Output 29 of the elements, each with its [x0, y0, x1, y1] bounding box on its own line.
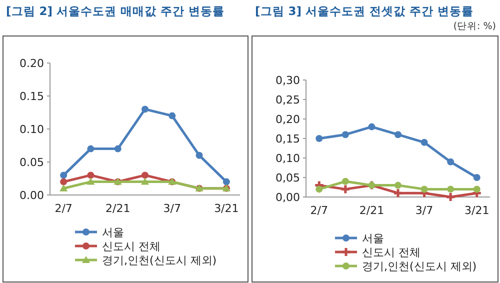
x-tick-label: 2/21	[106, 202, 130, 215]
chart-title: [그림 2] 서울수도권 매매값 주간 변동률	[6, 4, 225, 18]
y-tick-label: 0,15	[276, 132, 300, 146]
legend-label: 신도시 전체	[102, 240, 160, 253]
x-tick-label: 3/7	[415, 204, 434, 217]
legend-label: 서울	[102, 226, 124, 239]
y-tick-label: 0,25	[276, 94, 300, 106]
chart-title: [그림 3] 서울수도권 전셋값 주간 변동률	[255, 4, 474, 18]
y-tick-label: 0,30	[276, 74, 300, 87]
legend-label: 경기,인천(신도시 제외)	[102, 254, 217, 267]
y-tick-label: 0.00	[20, 189, 44, 202]
y-tick-label: 0,20	[276, 113, 300, 126]
x-tick-label: 3/21	[464, 204, 490, 217]
x-tick-label: 3/7	[163, 202, 181, 215]
x-tick-label: 2/7	[54, 202, 72, 215]
y-tick-label: 0.20	[20, 57, 44, 70]
x-tick-label: 3/21	[214, 202, 239, 215]
y-tick-label: 0.05	[20, 156, 44, 169]
y-tick-label: 0.10	[20, 123, 44, 136]
legend-label: 경기,인천(신도시 제외)	[362, 260, 477, 273]
y-tick-label: 0.15	[20, 90, 44, 103]
text: (단위: %)	[453, 21, 496, 32]
legend-label: 서울	[362, 232, 384, 245]
x-tick-label: 2/21	[359, 204, 384, 217]
y-tick-label: 0,05	[276, 172, 300, 184]
x-tick-label: 2/7	[310, 204, 328, 217]
legend-label: 신도시 전체	[362, 246, 420, 259]
y-tick-label: 0,00	[276, 191, 300, 204]
y-tick-label: 0,10	[276, 152, 300, 165]
